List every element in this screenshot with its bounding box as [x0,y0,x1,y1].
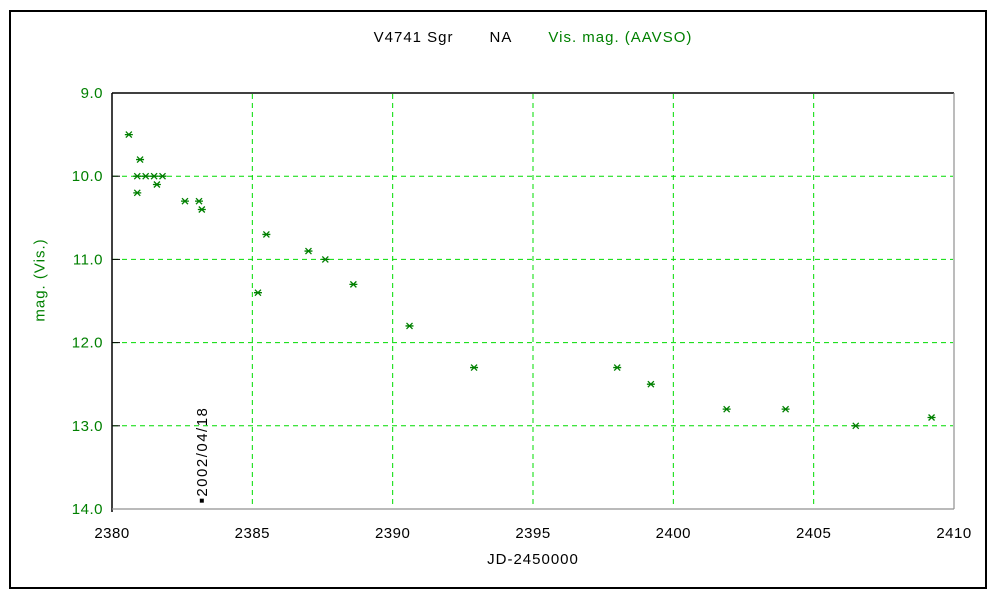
x-tick-label: 2385 [235,525,270,542]
y-tick-label: 13.0 [72,418,103,435]
x-tick-label: 2405 [796,525,831,542]
x-tick-label: 2400 [656,525,691,542]
x-tick-label: 2395 [515,525,550,542]
data-point-marker [321,255,330,263]
y-tick-label: 11.0 [73,251,103,268]
y-tick-label: 9.0 [81,85,103,102]
data-point-marker [197,206,206,213]
x-tick-label: 2380 [94,525,129,542]
data-point-marker [722,405,731,413]
annotation-marker [199,498,204,503]
data-point-marker [613,364,622,372]
chart-title: V4741 Sgr NA Vis. mag. (AAVSO) [112,29,954,46]
data-point-marker [405,322,414,330]
data-point-marker [253,289,262,297]
y-tick-label: 12.0 [72,335,103,352]
data-point-marker [133,189,142,197]
data-point-marker [150,172,159,180]
data-point-marker [158,172,167,180]
data-point-marker [470,364,479,372]
y-tick-label: 14.0 [72,501,103,518]
data-point-marker [262,230,271,238]
data-point-marker [195,197,204,205]
data-point-marker [141,172,150,180]
data-point-marker [781,405,790,413]
x-tick-label: 2410 [936,525,971,542]
annotation-label: 2002/04/18 [194,407,211,497]
x-axis-label: JD-2450000 [487,551,579,568]
x-tick-label: 2390 [375,525,410,542]
data-point-marker [152,181,161,188]
title-band-code: NA [489,29,513,46]
data-point-marker [646,380,655,388]
data-point-marker [349,280,358,288]
data-point-marker [124,131,133,139]
title-star-name: V4741 Sgr [373,29,454,46]
data-point-marker [304,247,313,255]
data-point-marker [851,422,860,430]
title-data-source: Vis. mag. (AAVSO) [548,29,693,46]
data-point-marker [133,172,142,180]
data-point-marker [136,156,145,164]
data-point-marker [180,197,189,205]
y-tick-label: 10.0 [72,168,103,185]
data-point-marker [927,414,936,421]
image-border [9,10,987,589]
